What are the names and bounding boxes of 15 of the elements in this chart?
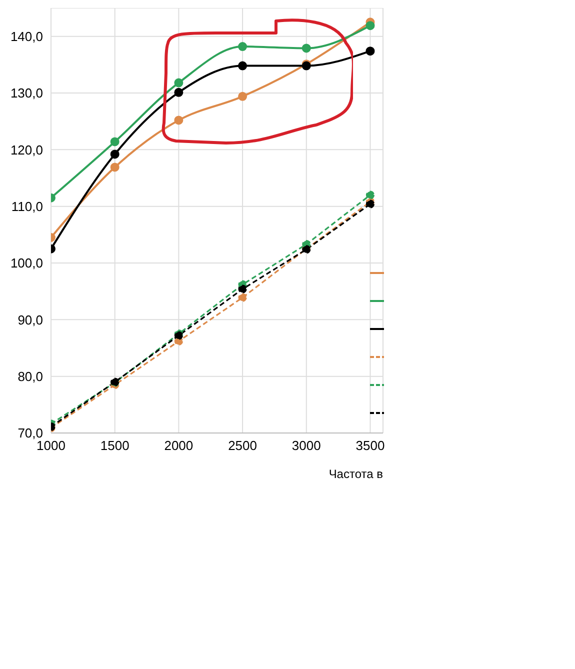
x-tick-label: 2500 <box>228 438 257 454</box>
y-tick-label: 140,0 <box>10 28 43 44</box>
x-tick-label: 3500 <box>356 438 385 454</box>
y-tick-label: 100,0 <box>10 256 43 271</box>
x-tick-label: 2000 <box>164 438 194 454</box>
y-tick-label: 70,0 <box>18 426 43 441</box>
x-tick-label: 1000 <box>36 438 66 454</box>
x-tick-label: 3000 <box>292 438 321 454</box>
y-tick-label: 120,0 <box>10 142 43 158</box>
y-tick-label: 90,0 <box>18 312 43 328</box>
x-tick-label: 1500 <box>100 438 130 454</box>
y-tick-label: 110,0 <box>11 198 43 214</box>
y-tick-label: 80,0 <box>18 368 43 384</box>
y-tick-label: 130,0 <box>10 86 43 101</box>
x-axis-title: Частота в <box>328 467 383 481</box>
